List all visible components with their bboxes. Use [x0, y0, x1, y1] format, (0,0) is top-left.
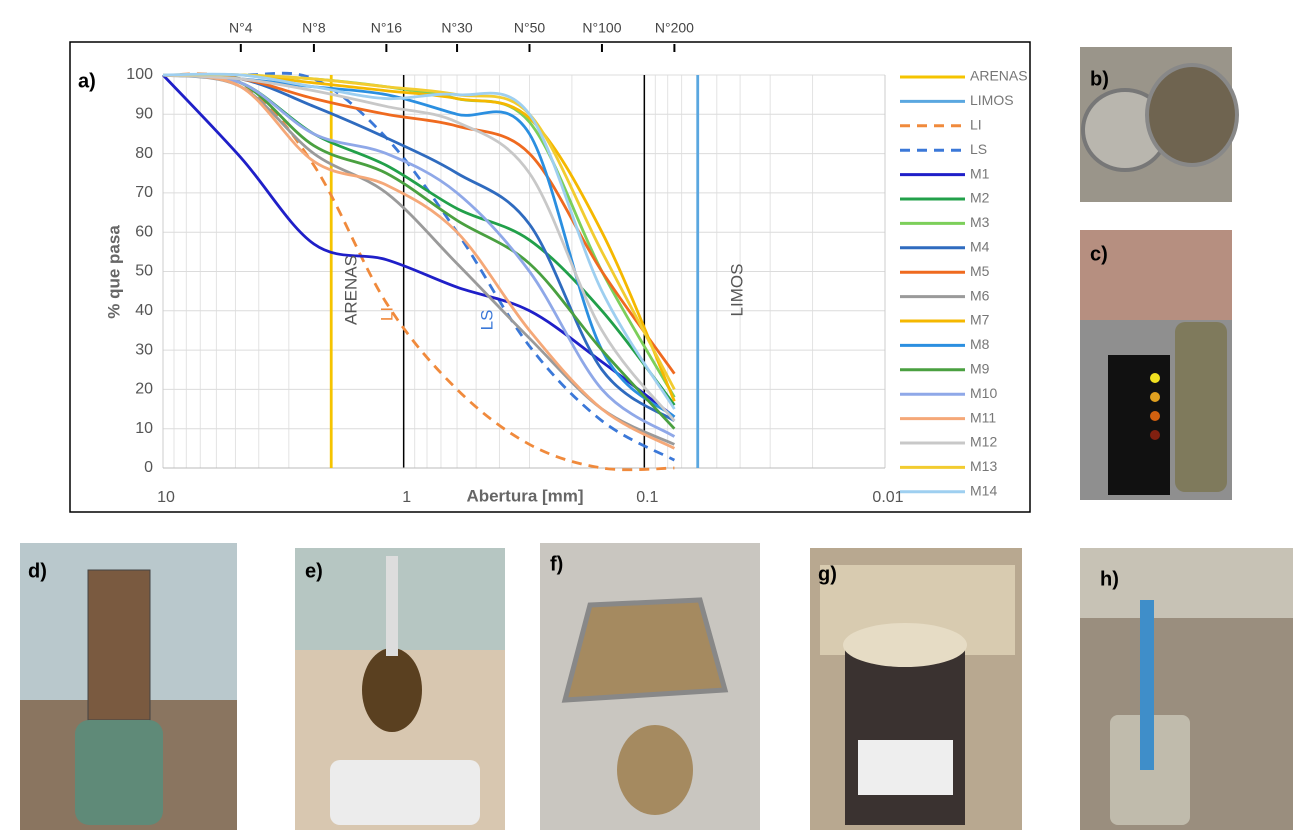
- x-axis-label: Abertura [mm]: [466, 486, 583, 505]
- y-tick-label: 90: [135, 106, 153, 123]
- photo-shape: [87, 569, 151, 721]
- y-axis-label: % que pasa: [104, 225, 123, 319]
- annotation: LI: [377, 307, 396, 321]
- y-tick-label: 100: [126, 66, 153, 83]
- x-tick-label: 0.01: [872, 489, 903, 506]
- y-tick-label: 40: [135, 302, 153, 319]
- top-tick-label: N°30: [441, 20, 472, 36]
- legend-label: M10: [970, 385, 997, 401]
- y-tick-label: 50: [135, 263, 153, 280]
- photo-shape: [843, 623, 967, 667]
- photo-shape: [561, 597, 729, 703]
- series-line: [162, 73, 676, 422]
- legend-label: M6: [970, 287, 990, 303]
- y-tick-label: 70: [135, 184, 153, 201]
- legend-label: LI: [970, 117, 982, 133]
- photo-shape: [858, 740, 953, 795]
- photo-label: f): [550, 553, 563, 575]
- photo-shape: [362, 648, 422, 732]
- x-tick-label: 0.1: [636, 489, 658, 506]
- top-tick-label: N°16: [371, 20, 402, 36]
- annotation: LS: [477, 310, 496, 331]
- photo-shape: [1140, 600, 1154, 770]
- photo-label: h): [1100, 568, 1119, 590]
- series-line: [162, 72, 676, 410]
- photo-shape: [617, 725, 693, 815]
- top-tick-label: N°50: [514, 20, 545, 36]
- top-tick-label: N°200: [655, 20, 694, 36]
- legend-label: M3: [970, 214, 990, 230]
- legend-label: M7: [970, 312, 990, 328]
- legend-label: LS: [970, 141, 987, 157]
- y-tick-label: 10: [135, 420, 153, 437]
- photo-label: e): [305, 560, 323, 582]
- panel-label: a): [78, 70, 96, 92]
- legend-label: M13: [970, 458, 997, 474]
- top-tick-label: N°8: [302, 20, 326, 36]
- y-tick-label: 30: [135, 341, 153, 358]
- series-line: [162, 73, 676, 438]
- legend-label: M12: [970, 434, 997, 450]
- photo-label: c): [1090, 243, 1108, 265]
- legend-label: M14: [970, 483, 997, 499]
- y-tick-label: 20: [135, 381, 153, 398]
- annotation: LIMOS: [727, 264, 746, 317]
- photo-shape: [1145, 63, 1239, 167]
- y-tick-label: 60: [135, 223, 153, 240]
- legend-label: M8: [970, 336, 990, 352]
- x-tick-label: 1: [402, 489, 411, 506]
- legend-label: LIMOS: [970, 92, 1014, 108]
- photo-label: d): [28, 560, 47, 582]
- photo-shape: [1150, 411, 1160, 421]
- photo-shape: [75, 720, 163, 825]
- photo-shape: [1175, 322, 1227, 492]
- series-line: [162, 73, 676, 450]
- annotation: ARENAS: [341, 255, 360, 325]
- chart-frame: [69, 41, 1031, 513]
- legend-label: M4: [970, 239, 990, 255]
- photo-shape: [386, 556, 398, 656]
- legend-label: M2: [970, 190, 990, 206]
- photo-shape: [845, 640, 965, 825]
- legend-label: ARENAS: [970, 68, 1028, 84]
- photo-shape: [1150, 430, 1160, 440]
- photo-label: b): [1090, 68, 1109, 90]
- legend-label: M5: [970, 263, 990, 279]
- legend-label: M11: [970, 409, 996, 425]
- legend-label: M1: [970, 165, 990, 181]
- photo-shape: [1150, 392, 1160, 402]
- photo-label: g): [818, 563, 837, 585]
- top-tick-label: N°4: [229, 20, 253, 36]
- photo-shape: [1150, 373, 1160, 383]
- series-line: [162, 71, 676, 462]
- y-tick-label: 80: [135, 145, 153, 162]
- photo-shape: [1080, 548, 1293, 618]
- legend-label: M9: [970, 361, 990, 377]
- photo-shape: [1108, 355, 1170, 495]
- photo-shape: [330, 760, 480, 825]
- y-tick-label: 0: [144, 459, 153, 476]
- x-tick-label: 10: [157, 489, 175, 506]
- series-line: [161, 74, 676, 419]
- top-tick-label: N°100: [582, 20, 621, 36]
- photos: b) c) d) e) f) g) h): [20, 47, 1293, 830]
